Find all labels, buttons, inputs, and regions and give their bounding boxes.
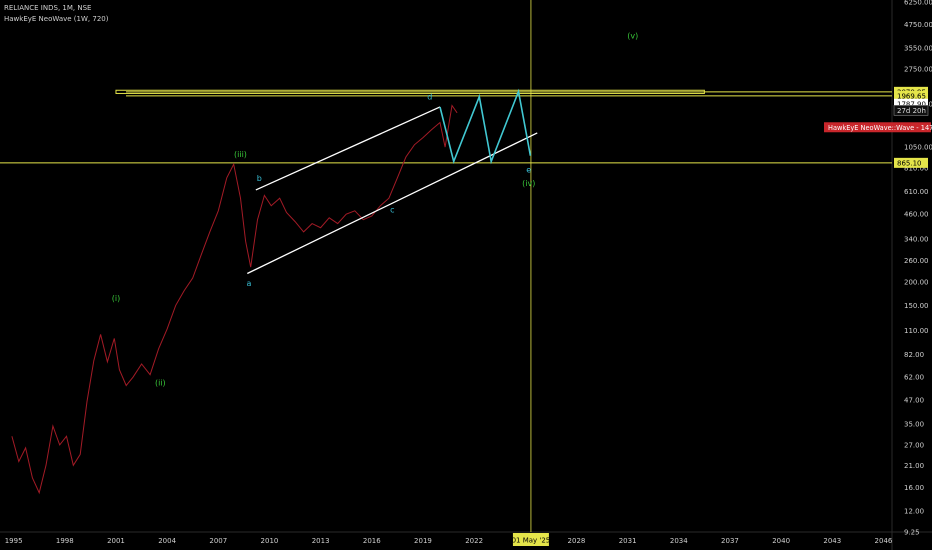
x-tick-label: 2001 xyxy=(107,537,125,545)
wave-label: b xyxy=(257,174,262,183)
x-tick-label: 1995 xyxy=(5,537,23,545)
y-tick-label: 9.25 xyxy=(904,529,920,537)
y-tick-label: 3550.00 xyxy=(904,45,932,53)
y-tick-label: 810.00 xyxy=(904,165,929,173)
price-label-box xyxy=(893,105,929,116)
wave-label: c xyxy=(390,205,394,214)
y-tick-label: 110.00 xyxy=(904,327,929,335)
y-tick-label: 82.00 xyxy=(904,351,924,359)
x-tick-label: 2010 xyxy=(261,537,279,545)
y-tick-label: 6250.00 xyxy=(904,0,932,7)
indicator-badge xyxy=(824,122,931,133)
y-tick-label: 4750.00 xyxy=(904,21,932,29)
x-tick-label: 2043 xyxy=(823,537,841,545)
x-tick-label: 2034 xyxy=(670,537,688,545)
y-tick-label: 62.00 xyxy=(904,374,924,382)
y-tick-label: 2750.00 xyxy=(904,65,932,73)
wave-label: (i) xyxy=(112,294,120,303)
level-label: 1969.65 xyxy=(897,92,926,100)
y-tick-label: 35.00 xyxy=(904,420,924,428)
price-line xyxy=(11,104,458,495)
cursor-date-box xyxy=(512,533,549,546)
wave-label: (iv) xyxy=(522,179,535,188)
x-tick-label: 2013 xyxy=(312,537,330,545)
x-tick-label: 2004 xyxy=(158,537,176,545)
price-label-box xyxy=(894,98,928,109)
y-tick-label: 16.00 xyxy=(904,484,924,492)
y-tick-label: 200.00 xyxy=(904,278,929,286)
price-label: 27d 20h xyxy=(897,107,926,115)
x-tick-label: 2031 xyxy=(619,537,637,545)
x-tick-label: 2016 xyxy=(363,537,381,545)
y-tick-label: 150.00 xyxy=(904,302,929,310)
cursor-date-label: 01 May '25 xyxy=(512,537,551,545)
x-tick-label: 2007 xyxy=(209,537,227,545)
x-tick-label: 2019 xyxy=(414,537,432,545)
x-tick-label: 2040 xyxy=(772,537,790,545)
x-tick-label: 2046 xyxy=(875,537,893,545)
y-tick-label: 1050.00 xyxy=(904,144,932,152)
wave-label: d xyxy=(427,93,432,102)
y-tick-label: 460.00 xyxy=(904,211,929,219)
y-tick-label: 47.00 xyxy=(904,396,924,404)
wave-label: (v) xyxy=(627,32,638,41)
level-label: 865.10 xyxy=(897,159,922,167)
projection-zigzag xyxy=(439,88,532,165)
wave-label: (ii) xyxy=(155,379,166,388)
symbol-title: RELIANCE INDS, 1M, NSE xyxy=(4,4,92,12)
wave-label: e xyxy=(526,165,531,174)
y-tick-label: 610.00 xyxy=(904,188,929,196)
price-label: 1787.90 xyxy=(897,100,926,108)
wave-label: a xyxy=(247,279,252,288)
level-label-box xyxy=(894,90,928,101)
level-label-box xyxy=(894,157,928,168)
channel-line xyxy=(247,132,538,275)
x-tick-label: 2028 xyxy=(568,537,586,545)
indicator-title: HawkEyE NeoWave (1W, 720) xyxy=(4,15,109,23)
x-tick-label: 2037 xyxy=(721,537,739,545)
y-tick-label: 12.00 xyxy=(904,507,924,515)
channel-line xyxy=(255,106,441,191)
y-tick-label: 260.00 xyxy=(904,257,929,265)
y-tick-label: 21.00 xyxy=(904,462,924,470)
indicator-badge-label: HawkEyE NeoWave::Wave - 1475.95 xyxy=(828,124,932,132)
x-tick-label: 2022 xyxy=(465,537,483,545)
x-tick-label: 1998 xyxy=(56,537,74,545)
wave-label: (iii) xyxy=(234,150,247,159)
y-tick-label: 27.00 xyxy=(904,441,924,449)
y-tick-label: 340.00 xyxy=(904,235,929,243)
